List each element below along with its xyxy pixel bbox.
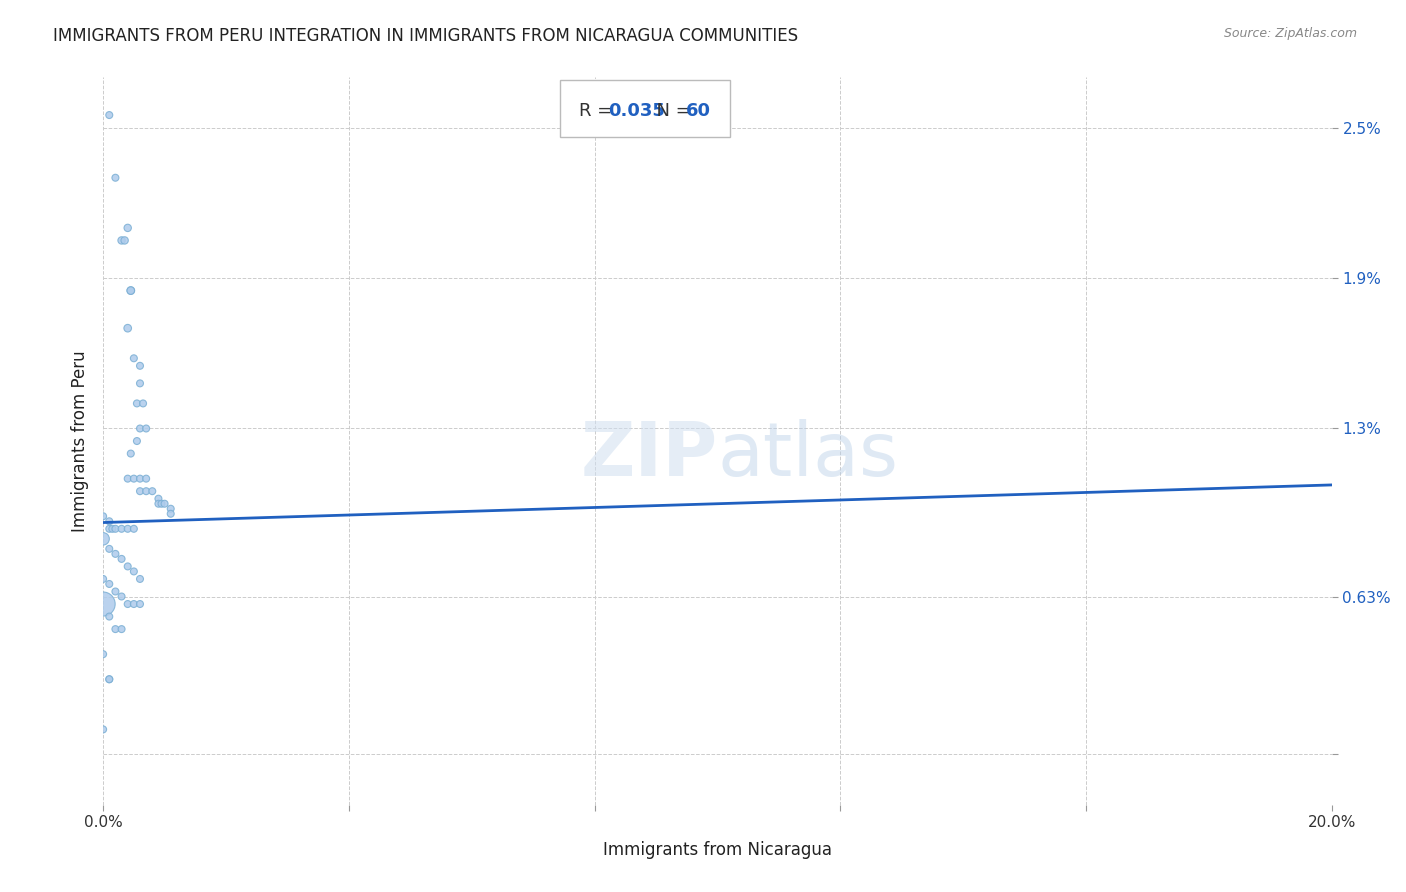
Point [129, 376, 152, 391]
Point [135, 484, 157, 499]
Point [117, 321, 139, 335]
Text: N =: N = [645, 103, 696, 120]
Point [91, 597, 114, 611]
Point [98, 541, 121, 556]
Point [120, 446, 142, 460]
Point [91, 572, 114, 586]
Point [110, 590, 132, 604]
Point [114, 234, 136, 248]
Point [117, 597, 139, 611]
Point [110, 234, 132, 248]
Text: atlas: atlas [717, 419, 898, 492]
Point [148, 491, 170, 506]
Text: R =: R = [579, 103, 617, 120]
Point [159, 501, 181, 516]
Point [98, 514, 121, 528]
Point [98, 522, 121, 536]
Point [129, 421, 152, 435]
Point [104, 547, 127, 561]
Point [117, 472, 139, 486]
Point [117, 522, 139, 536]
Point [129, 572, 152, 586]
Point [91, 647, 114, 661]
Point [91, 509, 114, 524]
Point [120, 284, 142, 298]
Point [110, 622, 132, 636]
Point [91, 532, 114, 546]
Point [122, 565, 145, 579]
Y-axis label: Immigrants from Peru: Immigrants from Peru [72, 351, 89, 532]
Point [129, 597, 152, 611]
Point [150, 497, 173, 511]
Point [110, 522, 132, 536]
Point [148, 497, 170, 511]
Point [104, 170, 127, 185]
Point [153, 497, 176, 511]
Point [101, 522, 124, 536]
Point [122, 597, 145, 611]
Point [98, 609, 121, 624]
Point [129, 359, 152, 373]
Point [129, 472, 152, 486]
Point [132, 396, 155, 410]
X-axis label: Immigrants from Nicaragua: Immigrants from Nicaragua [603, 841, 832, 859]
Point [122, 351, 145, 366]
Point [122, 522, 145, 536]
Point [125, 434, 148, 448]
Point [98, 577, 121, 591]
Point [104, 622, 127, 636]
Point [117, 559, 139, 574]
Point [104, 522, 127, 536]
Point [98, 672, 121, 686]
Point [120, 284, 142, 298]
Point [91, 723, 114, 737]
Text: IMMIGRANTS FROM PERU INTEGRATION IN IMMIGRANTS FROM NICARAGUA COMMUNITIES: IMMIGRANTS FROM PERU INTEGRATION IN IMMI… [53, 27, 799, 45]
FancyBboxPatch shape [560, 80, 730, 137]
Point [135, 472, 157, 486]
Text: ZIP: ZIP [581, 419, 717, 492]
Text: 0.035: 0.035 [609, 103, 665, 120]
Point [117, 220, 139, 235]
Point [125, 396, 148, 410]
Point [110, 552, 132, 566]
Point [104, 584, 127, 599]
Text: 60: 60 [686, 103, 710, 120]
Point [129, 484, 152, 499]
Point [135, 421, 157, 435]
Point [122, 472, 145, 486]
Text: Source: ZipAtlas.com: Source: ZipAtlas.com [1223, 27, 1357, 40]
Point [159, 507, 181, 521]
Point [98, 672, 121, 686]
Point [141, 484, 163, 499]
Point [98, 108, 121, 122]
